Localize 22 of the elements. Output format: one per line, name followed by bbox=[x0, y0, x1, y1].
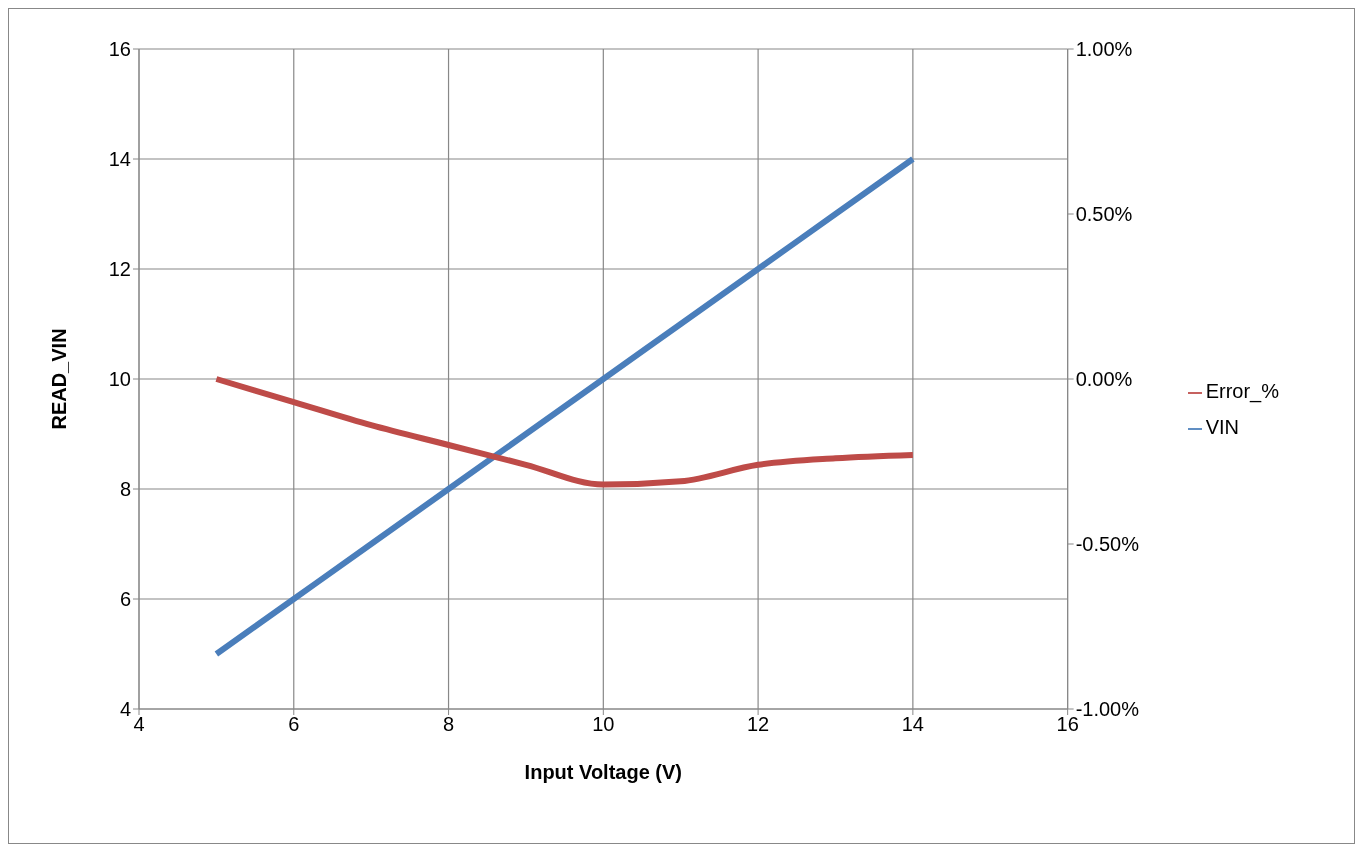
y2-tick-label: -0.50% bbox=[1075, 533, 1140, 556]
x-tick-label: 6 bbox=[288, 713, 300, 736]
legend-label: VIN bbox=[1205, 416, 1239, 438]
y2-tick-label: 1.00% bbox=[1075, 38, 1133, 61]
y2-tick-label: 0.00% bbox=[1075, 368, 1133, 391]
y-tick-label: 6 bbox=[119, 588, 131, 611]
y-tick-label: 10 bbox=[108, 368, 131, 391]
x-tick-label: 14 bbox=[901, 713, 924, 736]
y-axis-title: READ_VIN bbox=[48, 328, 71, 430]
y-tick-label: 8 bbox=[119, 478, 131, 501]
y-tick-label: 16 bbox=[108, 38, 131, 61]
x-tick-label: 16 bbox=[1056, 713, 1079, 736]
y2-tick-label: 0.50% bbox=[1075, 203, 1133, 226]
x-tick-label: 4 bbox=[133, 713, 145, 736]
x-tick-label: 10 bbox=[592, 713, 615, 736]
x-tick-label: 8 bbox=[442, 713, 455, 736]
x-tick-label: 12 bbox=[746, 713, 770, 736]
legend-label: Error_% bbox=[1205, 380, 1279, 402]
y-tick-label: 12 bbox=[108, 258, 131, 281]
y-tick-label: 14 bbox=[108, 148, 131, 171]
y-tick-label: 4 bbox=[119, 698, 131, 721]
x-axis-title: Input Voltage (V) bbox=[524, 761, 683, 783]
